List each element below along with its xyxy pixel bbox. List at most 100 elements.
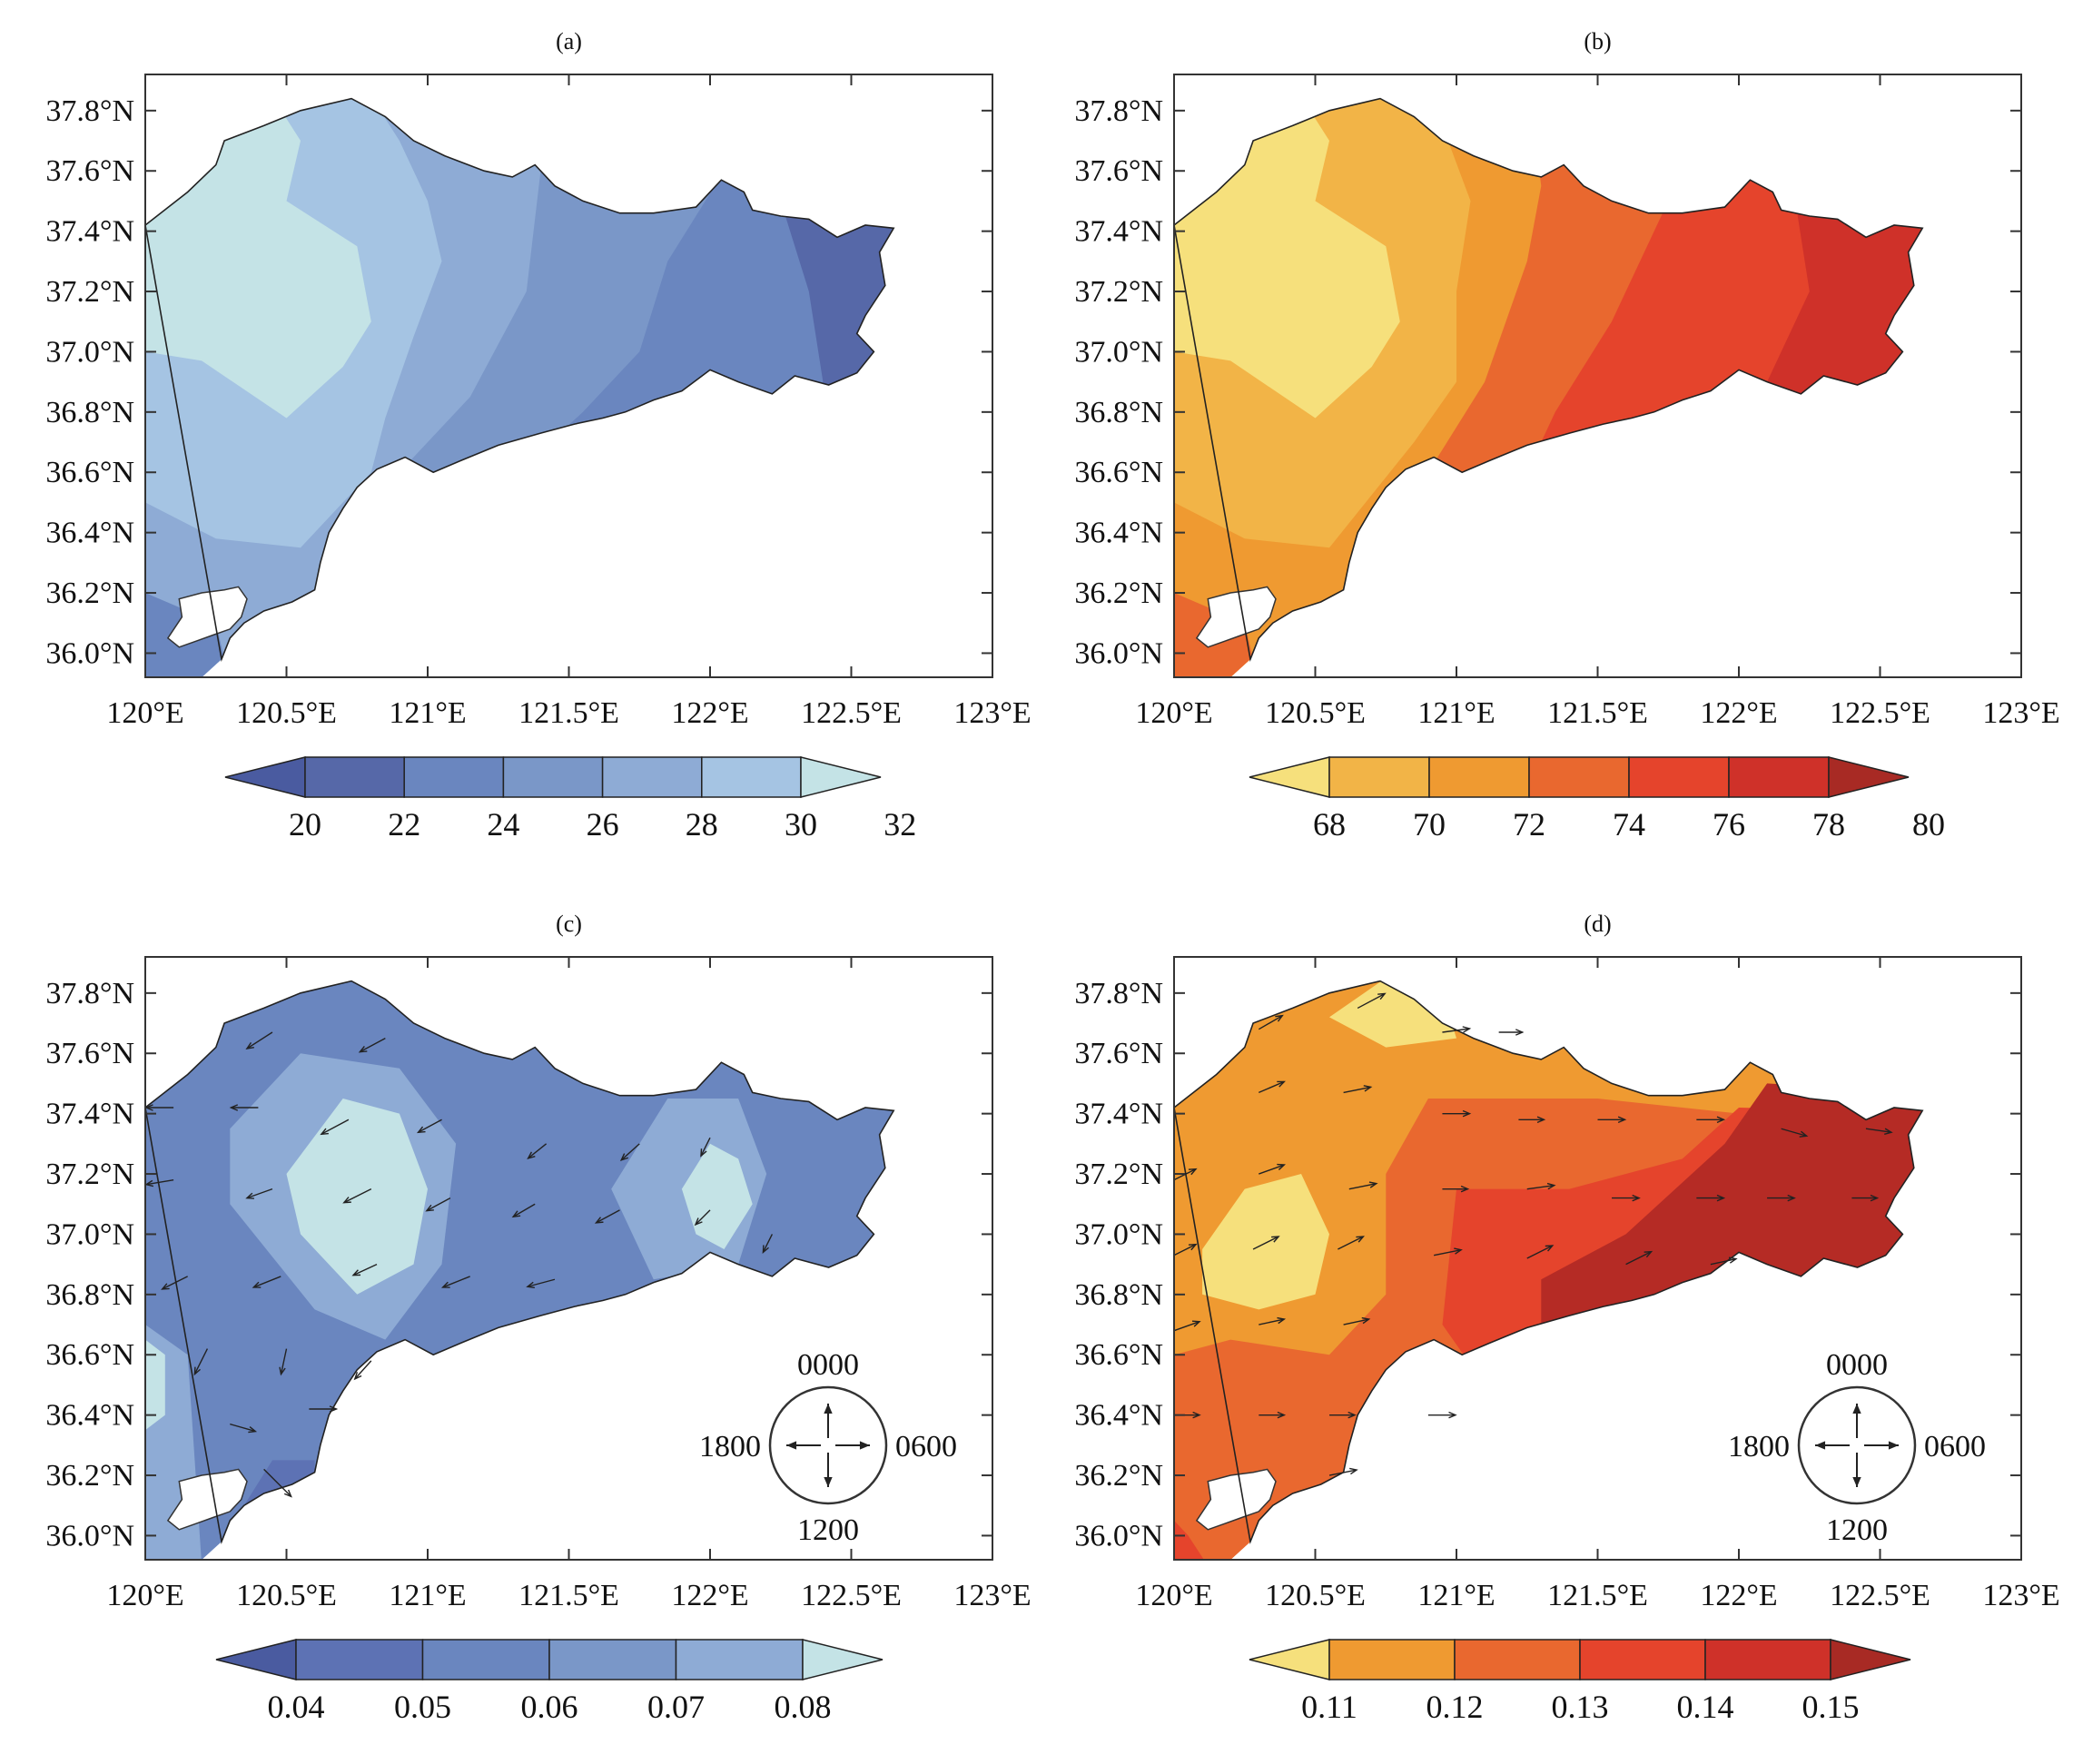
colorbar-tick-label: 0.06	[521, 1689, 578, 1725]
colorbar-tick-label: 0.14	[1677, 1689, 1734, 1725]
wind-vector-arrow	[1442, 1185, 1470, 1193]
contour-band	[766, 98, 894, 678]
bay-water	[166, 1468, 248, 1531]
wind-vector-arrow	[425, 1197, 451, 1212]
wind-vector-arrow	[1259, 1163, 1286, 1175]
lat-tick-label: 36.0°N	[1074, 636, 1163, 670]
colorbar-swatch	[675, 1639, 804, 1680]
wind-vector-arrow	[1259, 1411, 1287, 1419]
colorbar-swatch	[1428, 756, 1530, 798]
wind-vector-arrow	[1259, 1316, 1287, 1325]
lat-tick-label: 36.6°N	[45, 456, 134, 489]
wind-vector-arrow	[1781, 1128, 1809, 1138]
map-panel-b: (b) 37.8°N 37.6°N 37.4°N 37.2°N 37.0°N 36.8°N 3…	[1074, 28, 2059, 843]
compass-label-left: 1800	[699, 1430, 761, 1463]
wind-vector-arrow	[1338, 1236, 1365, 1250]
colorbar-tick-label: 30	[785, 806, 817, 843]
colorbar-extend-high	[800, 756, 882, 798]
contour-band	[1739, 98, 1923, 678]
lat-tick-label: 36.2°N	[1074, 1459, 1163, 1493]
lat-tick-label: 36.8°N	[45, 1278, 134, 1312]
lon-tick-label: 120.5°E	[1265, 1579, 1366, 1612]
wind-vector-arrow	[1597, 1116, 1627, 1124]
bay-water	[1195, 586, 1277, 648]
coastline	[144, 980, 895, 1545]
lat-tick-label: 37.2°N	[1074, 275, 1163, 309]
lat-tick-label: 37.6°N	[45, 154, 134, 188]
wind-vector-arrow	[245, 1031, 273, 1050]
lat-tick-label: 36.6°N	[45, 1338, 134, 1372]
lat-tick-label: 37.8°N	[1074, 977, 1163, 1010]
colorbar-tick-label: 28	[686, 806, 718, 843]
lon-tick-label: 122°E	[1700, 696, 1777, 730]
wind-vector-arrow	[1442, 1109, 1472, 1118]
wind-vector-arrow	[440, 1276, 470, 1288]
wind-vector-arrow	[700, 1137, 711, 1158]
wind-vector-arrow	[594, 1209, 620, 1224]
colorbar-swatch	[1328, 756, 1430, 798]
lat-tick-label: 37.6°N	[1074, 154, 1163, 188]
colorbar-tick-label: 70	[1413, 806, 1446, 843]
wind-vector-arrow	[1258, 1014, 1284, 1030]
lon-tick-label: 122.5°E	[801, 696, 902, 730]
lat-tick-label: 37.4°N	[45, 215, 134, 249]
colorbar-swatch	[1579, 1639, 1706, 1680]
compass-label-bottom: 1200	[797, 1513, 859, 1547]
wind-vector-arrow	[263, 1468, 292, 1498]
contour-fill	[145, 98, 894, 678]
diurnal-phase-compass: 0000 1200 1800 0600	[1728, 1348, 1986, 1547]
contour-band	[145, 1339, 165, 1431]
colorbar-swatch	[1704, 1639, 1831, 1680]
colorbar-swatch	[403, 756, 505, 798]
lon-tick-label: 123°E	[1982, 1579, 2059, 1612]
colorbar-swatch	[601, 756, 703, 798]
wind-vector-arrow	[353, 1360, 372, 1381]
wind-vector-arrow	[230, 1423, 258, 1434]
panel-label: (b)	[1584, 28, 1611, 54]
lat-tick-label: 36.8°N	[45, 396, 134, 429]
lon-tick-label: 120.5°E	[236, 1579, 337, 1612]
lon-tick-label: 120.5°E	[1265, 696, 1366, 730]
colorbar: 20 22 24 26 28 30 32	[224, 756, 916, 843]
contour-fill	[1174, 981, 1923, 1560]
colorbar-tick-label: 24	[487, 806, 519, 843]
colorbar-tick-label: 0.13	[1552, 1689, 1609, 1725]
map-panel-c: (c) 37.8°N 37.6°N 37.4°N 37.2°N 37.0°N 36.8°N 3…	[45, 911, 1031, 1725]
compass-label-top: 0000	[1826, 1348, 1888, 1382]
lat-tick-label: 37.6°N	[1074, 1037, 1163, 1070]
coastline	[1173, 980, 1924, 1545]
wind-vector-arrow	[1433, 1247, 1463, 1256]
diurnal-phase-compass: 0000 1200 1800 0600	[699, 1348, 957, 1547]
colorbar-extend-high	[1828, 756, 1910, 798]
wind-vector-arrow	[1865, 1128, 1893, 1135]
lon-tick-label: 121.5°E	[1547, 1579, 1648, 1612]
lat-tick-label: 37.8°N	[45, 94, 134, 128]
wind-vector-arrow	[1526, 1245, 1555, 1259]
colorbar-swatch	[1328, 1639, 1456, 1680]
colorbar-swatch	[1628, 756, 1730, 798]
wind-vector-arrow	[1498, 1029, 1525, 1036]
lon-tick-label: 122°E	[1700, 1579, 1777, 1612]
wind-vector-arrow	[342, 1188, 372, 1204]
coastline	[144, 97, 895, 663]
lat-tick-label: 37.0°N	[1074, 1217, 1163, 1251]
wind-vector-arrow	[320, 1119, 350, 1136]
compass-label-right: 0600	[1924, 1430, 1986, 1463]
colorbar-swatch	[295, 1639, 424, 1680]
lon-tick-label: 120°E	[106, 696, 183, 730]
lon-tick-label: 122°E	[671, 696, 748, 730]
colorbar-tick-label: 80	[1912, 806, 1945, 843]
lon-tick-label: 123°E	[953, 696, 1031, 730]
colorbar-tick-label: 26	[587, 806, 619, 843]
wind-vector-arrow	[1710, 1256, 1738, 1266]
contour-band	[1202, 1174, 1329, 1310]
wind-vector-arrow	[358, 1038, 386, 1053]
lat-tick-label: 37.4°N	[45, 1098, 134, 1131]
wind-vector-arrow	[1348, 1181, 1378, 1190]
lat-tick-label: 36.8°N	[1074, 1278, 1163, 1312]
lat-tick-label: 36.2°N	[1074, 577, 1163, 610]
compass-label-top: 0000	[797, 1348, 859, 1382]
wind-vector-arrow	[351, 1264, 378, 1276]
lon-tick-label: 120°E	[1135, 696, 1212, 730]
lat-tick-label: 36.2°N	[45, 1459, 134, 1493]
